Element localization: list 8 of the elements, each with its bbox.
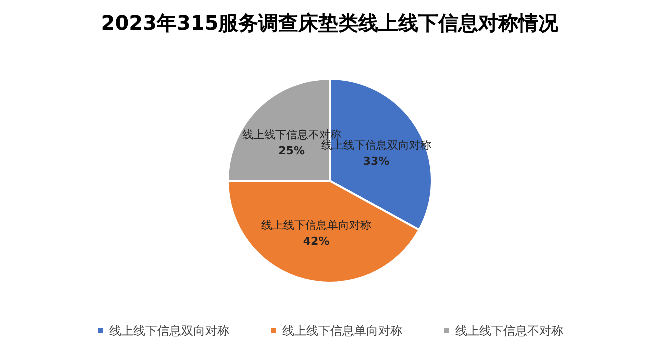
- legend-label: 线上线下信息不对称: [456, 324, 564, 338]
- data-label: 33%: [363, 154, 390, 168]
- chart-title: 2023年315服务调查床垫类线上线下信息对称情况: [101, 11, 560, 35]
- data-label: 42%: [303, 234, 330, 248]
- legend-label: 线上线下信息双向对称: [110, 324, 230, 338]
- legend-label: 线上线下信息单向对称: [282, 324, 402, 338]
- data-label: 25%: [278, 144, 305, 158]
- slice-label: 线上线下信息单向对称: [262, 218, 372, 232]
